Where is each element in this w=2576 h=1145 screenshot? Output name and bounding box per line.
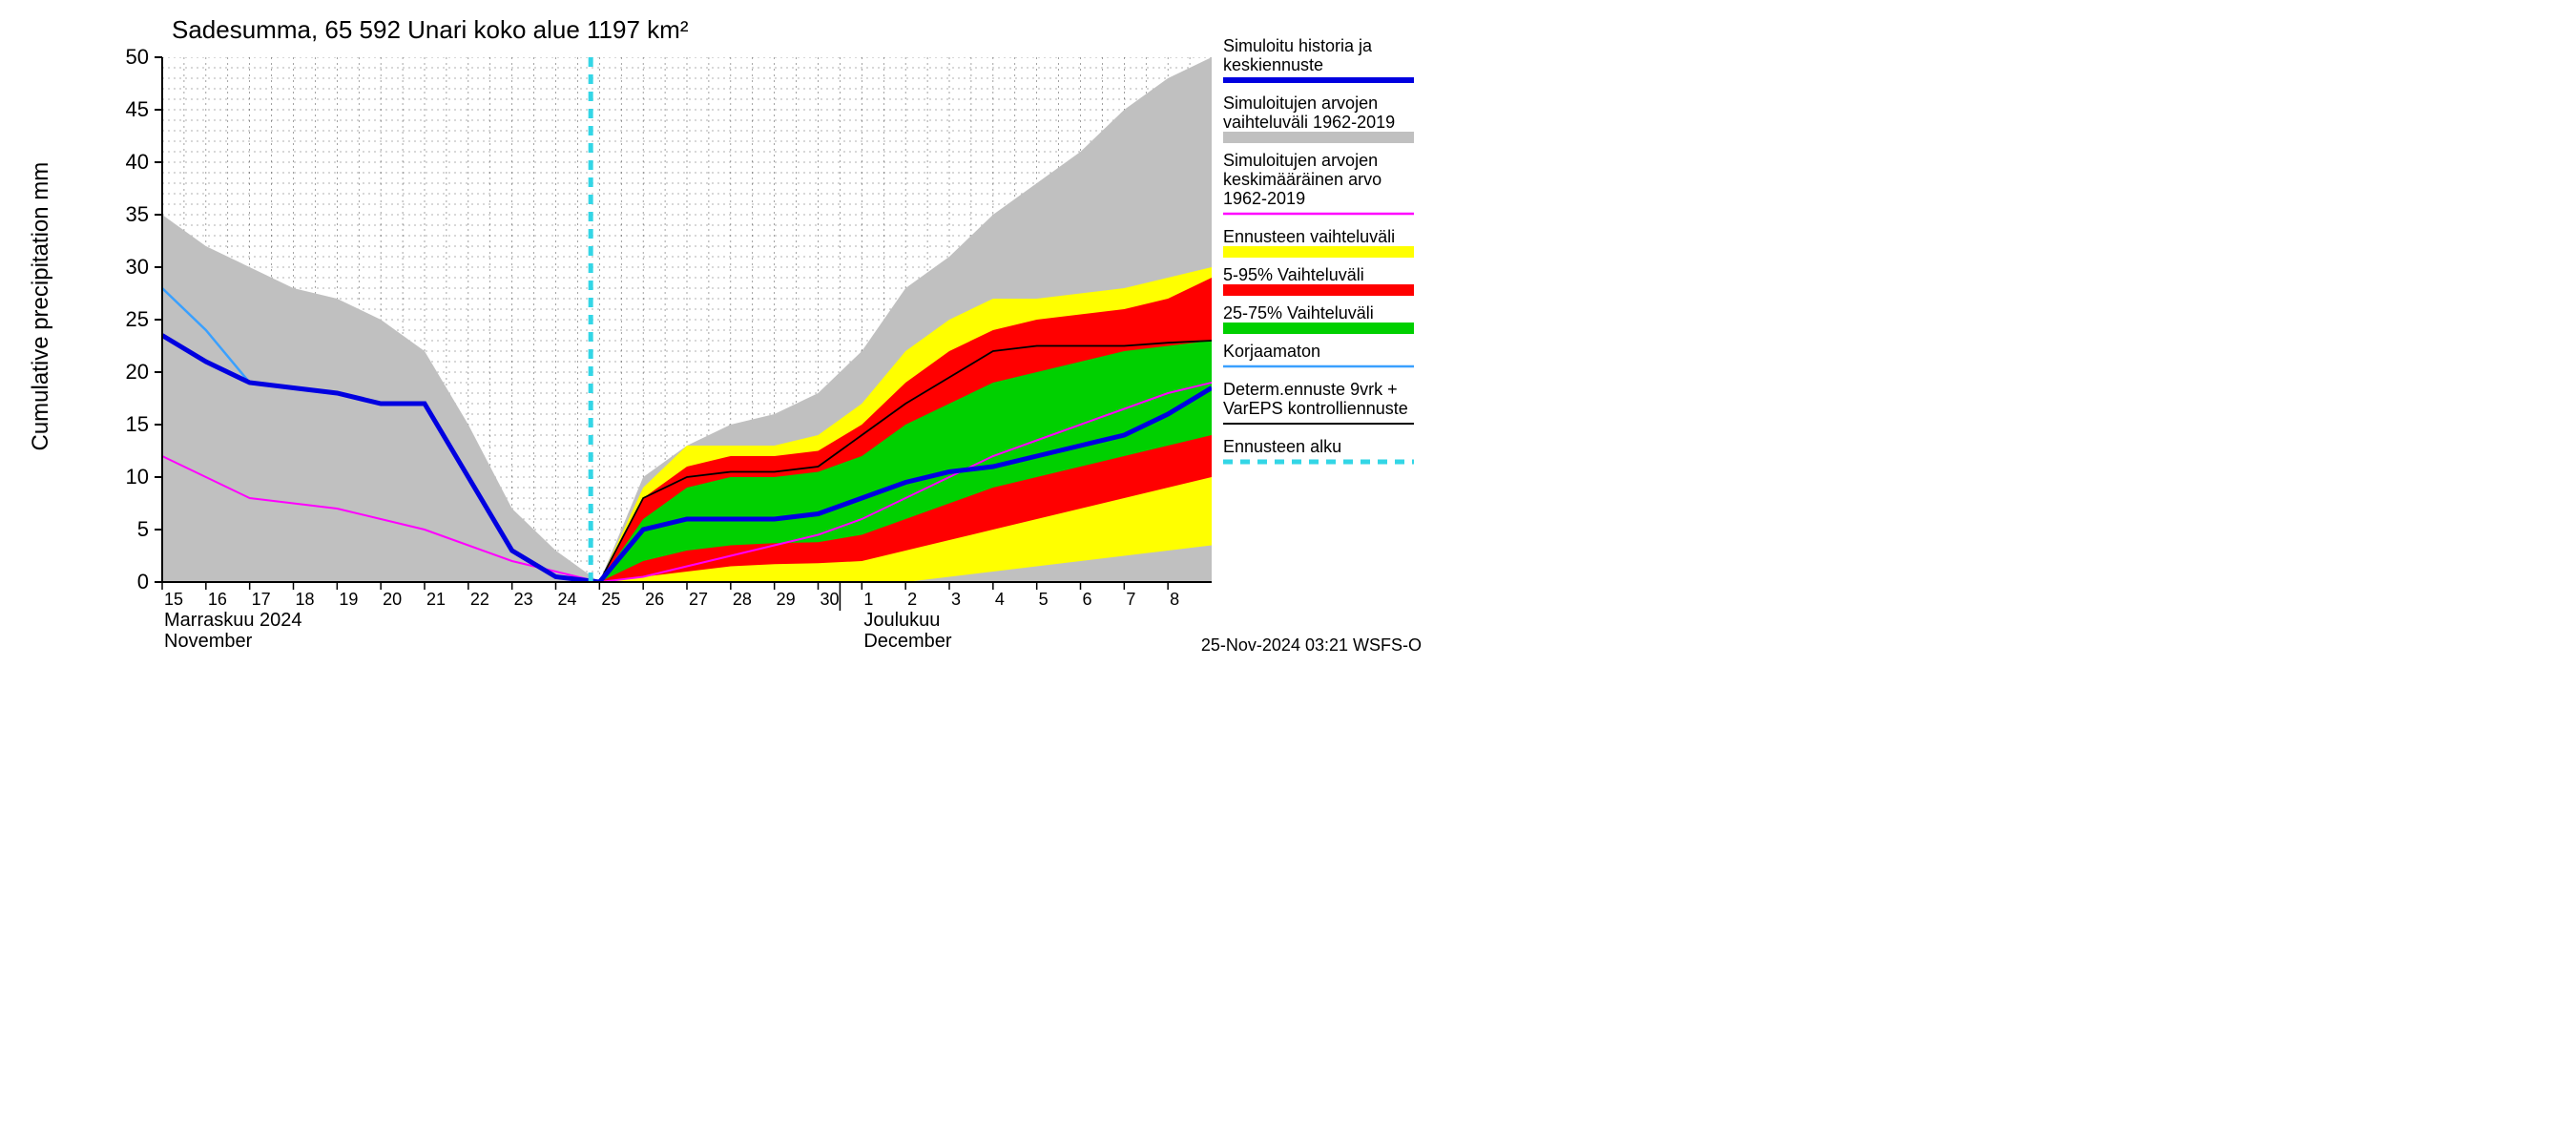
x-tick-label: 4 bbox=[995, 590, 1005, 609]
footer-timestamp: 25-Nov-2024 03:21 WSFS-O bbox=[1201, 635, 1422, 655]
x-tick-label: 5 bbox=[1039, 590, 1049, 609]
y-axis-label: Cumulative precipitation mm bbox=[28, 162, 53, 451]
legend-label: Ennusteen vaihteluväli bbox=[1223, 227, 1395, 246]
x-tick-label: 24 bbox=[558, 590, 577, 609]
x-tick-label: 29 bbox=[777, 590, 796, 609]
x-tick-label: 18 bbox=[296, 590, 315, 609]
legend-label: VarEPS kontrolliennuste bbox=[1223, 399, 1408, 418]
legend-label: 25-75% Vaihteluväli bbox=[1223, 303, 1374, 323]
legend-label: Ennusteen alku bbox=[1223, 437, 1341, 456]
legend-label: vaihteluväli 1962-2019 bbox=[1223, 113, 1395, 132]
y-tick-label: 50 bbox=[126, 45, 149, 69]
x-tick-label: 28 bbox=[733, 590, 752, 609]
legend-label: 5-95% Vaihteluväli bbox=[1223, 265, 1364, 284]
y-tick-label: 45 bbox=[126, 97, 149, 121]
x-tick-label: 22 bbox=[470, 590, 489, 609]
x-tick-label: 23 bbox=[514, 590, 533, 609]
x-tick-label: 15 bbox=[164, 590, 183, 609]
legend-label: Korjaamaton bbox=[1223, 342, 1320, 361]
legend-label: Simuloitujen arvojen bbox=[1223, 94, 1378, 113]
chart-container: 0510152025303540455015161718192021222324… bbox=[0, 0, 1431, 668]
y-tick-label: 40 bbox=[126, 150, 149, 174]
x-tick-label: 6 bbox=[1083, 590, 1092, 609]
precipitation-chart: 0510152025303540455015161718192021222324… bbox=[0, 0, 1431, 668]
x-tick-label: 30 bbox=[821, 590, 840, 609]
legend-label: keskiennuste bbox=[1223, 55, 1323, 74]
x-tick-label: 27 bbox=[689, 590, 708, 609]
y-tick-label: 5 bbox=[137, 517, 149, 541]
x-tick-label: 3 bbox=[951, 590, 961, 609]
legend-label: Simuloitujen arvojen bbox=[1223, 151, 1378, 170]
chart-title: Sadesumma, 65 592 Unari koko alue 1197 k… bbox=[172, 15, 689, 44]
y-tick-label: 35 bbox=[126, 202, 149, 226]
x-tick-label: 17 bbox=[252, 590, 271, 609]
legend-swatch bbox=[1223, 284, 1414, 296]
y-tick-label: 10 bbox=[126, 465, 149, 489]
legend-label: 1962-2019 bbox=[1223, 189, 1305, 208]
month-label: Marraskuu 2024 bbox=[164, 610, 302, 631]
x-tick-label: 26 bbox=[645, 590, 664, 609]
month-label: Joulukuu bbox=[863, 610, 940, 631]
y-tick-label: 0 bbox=[137, 570, 149, 593]
y-tick-label: 30 bbox=[126, 255, 149, 279]
x-tick-label: 20 bbox=[383, 590, 402, 609]
y-tick-label: 25 bbox=[126, 307, 149, 331]
x-tick-label: 8 bbox=[1170, 590, 1179, 609]
x-tick-label: 7 bbox=[1126, 590, 1135, 609]
x-tick-label: 19 bbox=[339, 590, 358, 609]
legend-swatch bbox=[1223, 323, 1414, 334]
legend-swatch bbox=[1223, 246, 1414, 258]
x-tick-label: 1 bbox=[863, 590, 873, 609]
month-label: December bbox=[863, 631, 952, 652]
month-label: November bbox=[164, 631, 253, 652]
x-tick-label: 21 bbox=[426, 590, 446, 609]
y-tick-label: 15 bbox=[126, 412, 149, 436]
legend-swatch bbox=[1223, 132, 1414, 143]
legend-label: keskimääräinen arvo bbox=[1223, 170, 1381, 189]
x-tick-label: 16 bbox=[208, 590, 227, 609]
x-tick-label: 25 bbox=[601, 590, 620, 609]
legend-label: Determ.ennuste 9vrk + bbox=[1223, 380, 1398, 399]
y-tick-label: 20 bbox=[126, 360, 149, 384]
x-tick-label: 2 bbox=[907, 590, 917, 609]
legend-label: Simuloitu historia ja bbox=[1223, 36, 1373, 55]
